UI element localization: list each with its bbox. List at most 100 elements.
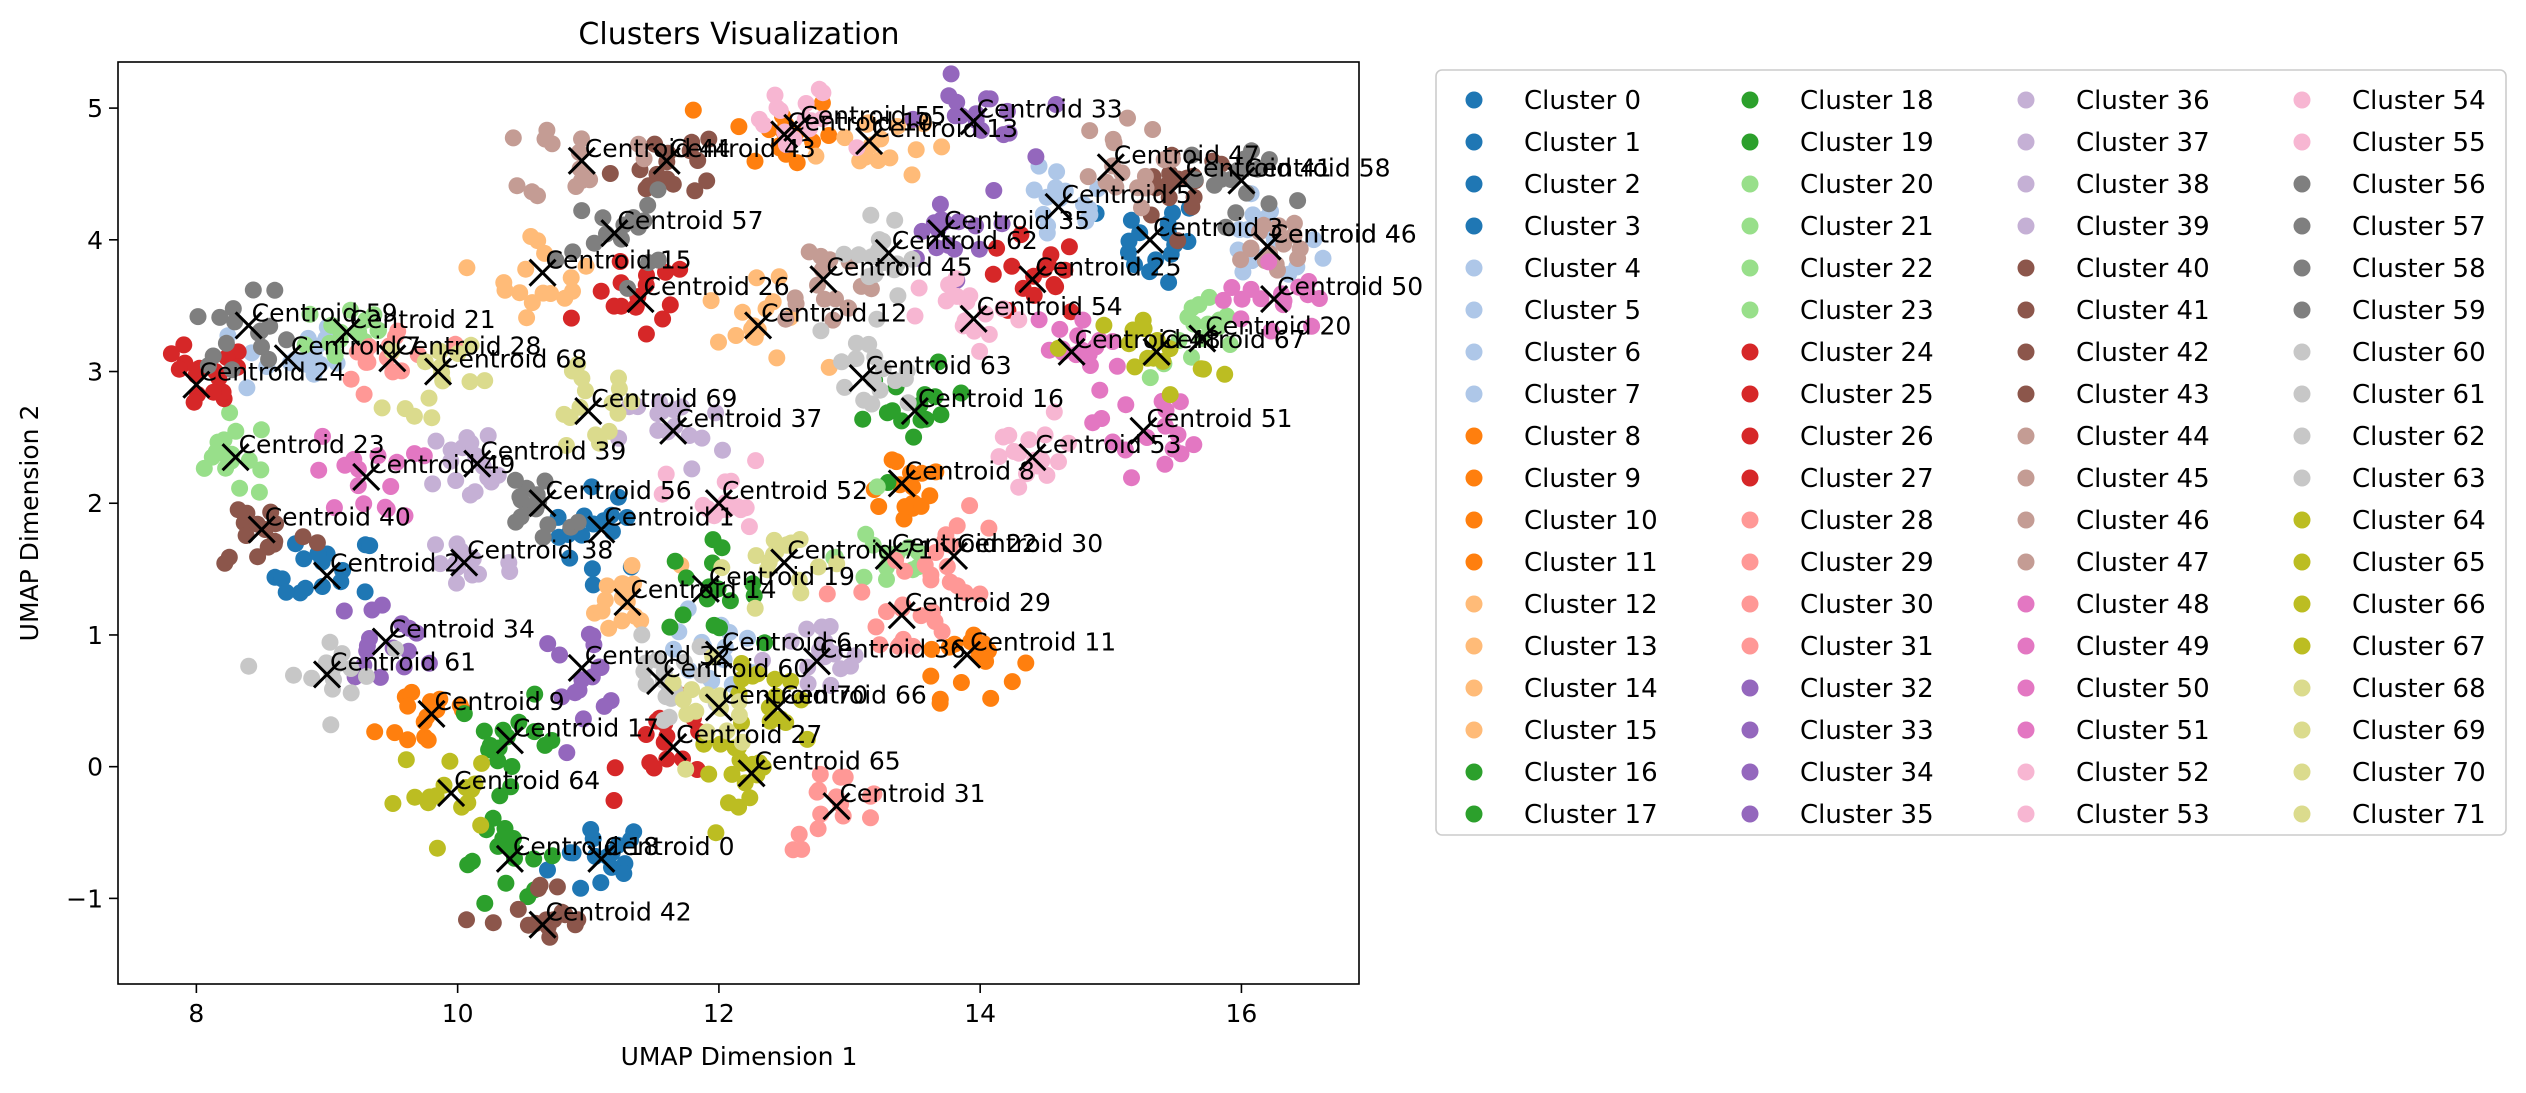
cluster-point: [754, 651, 771, 669]
cluster-point: [793, 840, 811, 858]
legend-item: Cluster 31: [1741, 632, 1934, 662]
legend-item: Cluster 68: [2293, 674, 2486, 704]
legend-label: Cluster 12: [1524, 590, 1658, 620]
cluster-point: [982, 689, 1000, 707]
cluster-point: [397, 751, 415, 769]
cluster-point: [342, 301, 359, 319]
cluster-point: [745, 317, 763, 335]
legend-item: Cluster 7: [1465, 380, 1641, 410]
legend-marker: [1741, 553, 1759, 571]
cluster-point: [846, 647, 864, 665]
cluster-point: [1020, 431, 1038, 449]
legend-marker: [1465, 553, 1483, 571]
centroid-marker: [652, 146, 681, 175]
legend-label: Cluster 36: [2076, 86, 2210, 116]
cluster-point: [199, 357, 217, 375]
cluster-point: [931, 694, 949, 712]
legend-marker: [1741, 637, 1759, 655]
legend-label: Cluster 45: [2076, 464, 2210, 494]
cluster-point: [799, 658, 817, 676]
cluster-point: [470, 565, 487, 583]
legend-label: Cluster 35: [1800, 800, 1934, 830]
centroid-label: Centroid 36: [820, 634, 966, 663]
cluster-point: [558, 744, 576, 762]
cluster-point: [871, 636, 889, 654]
centroid-marker: [646, 666, 675, 696]
cluster-point: [702, 292, 720, 310]
cluster-point: [525, 723, 543, 741]
cluster-point: [399, 697, 417, 715]
cluster-point: [828, 555, 846, 573]
centroid-label: Centroid 37: [676, 404, 822, 433]
cluster-point: [348, 343, 366, 361]
cluster-point: [854, 410, 872, 428]
centroid-label: Centroid 8: [905, 456, 1035, 485]
legend-label: Cluster 63: [2352, 464, 2486, 494]
legend-label: Cluster 48: [2076, 590, 2210, 620]
centroid-label: Centroid 66: [781, 680, 927, 709]
legend-label: Cluster 66: [2352, 590, 2486, 620]
cluster-point: [462, 336, 480, 354]
cluster-point: [1062, 303, 1080, 321]
cluster-point: [684, 101, 702, 119]
cluster-point: [355, 495, 373, 513]
cluster-point: [746, 599, 764, 617]
cluster-point: [350, 323, 368, 341]
legend-label: Cluster 24: [1800, 338, 1934, 368]
cluster-point: [539, 516, 557, 534]
cluster-point: [1045, 403, 1063, 421]
centroid-marker: [659, 732, 688, 761]
cluster-point: [870, 498, 888, 515]
centroid-label: Centroid 32: [585, 641, 731, 670]
cluster-point: [862, 206, 880, 224]
cluster-point: [932, 406, 950, 424]
centroid-label: Centroid 64: [454, 766, 600, 795]
centroid-label: Centroid 48: [1075, 325, 1221, 354]
centroid-marker: [744, 311, 773, 340]
legend-marker: [2017, 721, 2035, 739]
y-axis-label: UMAP Dimension 2: [15, 405, 44, 642]
cluster-point: [253, 338, 270, 356]
cluster-point: [217, 334, 235, 352]
centroid-label: Centroid 19: [709, 562, 855, 591]
legend-item: Cluster 56: [2293, 170, 2486, 200]
cluster-point: [376, 498, 394, 516]
cluster-point: [698, 172, 716, 190]
cluster-point: [857, 525, 875, 543]
cluster-point: [356, 583, 374, 601]
legend-item: Cluster 67: [2293, 632, 2486, 662]
cluster-point: [336, 456, 354, 474]
cluster-point: [342, 684, 360, 702]
legend-marker: [1741, 133, 1759, 151]
cluster-point: [798, 730, 816, 748]
centroid-marker: [770, 548, 799, 577]
legend-marker: [2017, 91, 2035, 109]
centroid-marker: [691, 574, 720, 603]
legend-label: Cluster 26: [1800, 422, 1934, 452]
legend-label: Cluster 38: [2076, 170, 2210, 200]
legend-marker: [1741, 721, 1759, 739]
cluster-point: [653, 485, 671, 503]
centroid-marker: [822, 792, 851, 821]
cluster-point: [582, 821, 600, 838]
cluster-point: [1012, 226, 1030, 244]
legend-marker: [2017, 763, 2035, 781]
x-axis-label: UMAP Dimension 1: [621, 1042, 858, 1071]
cluster-point: [448, 574, 465, 592]
cluster-point: [1123, 469, 1140, 487]
cluster-point: [649, 251, 667, 269]
cluster-point: [1204, 160, 1222, 178]
cluster-point: [476, 894, 494, 912]
centroid-marker: [737, 759, 766, 788]
legend-marker: [1741, 427, 1759, 445]
cluster-point: [455, 705, 473, 723]
cluster-point: [927, 544, 945, 561]
cluster-point: [484, 914, 502, 932]
cluster-point: [405, 407, 423, 425]
cluster-point: [449, 345, 467, 362]
cluster-point: [358, 667, 375, 685]
legend-item: Cluster 18: [1741, 86, 1934, 116]
centroid-label: Centroid 67: [1160, 325, 1306, 354]
cluster-point: [665, 401, 683, 419]
cluster-point: [895, 510, 913, 528]
